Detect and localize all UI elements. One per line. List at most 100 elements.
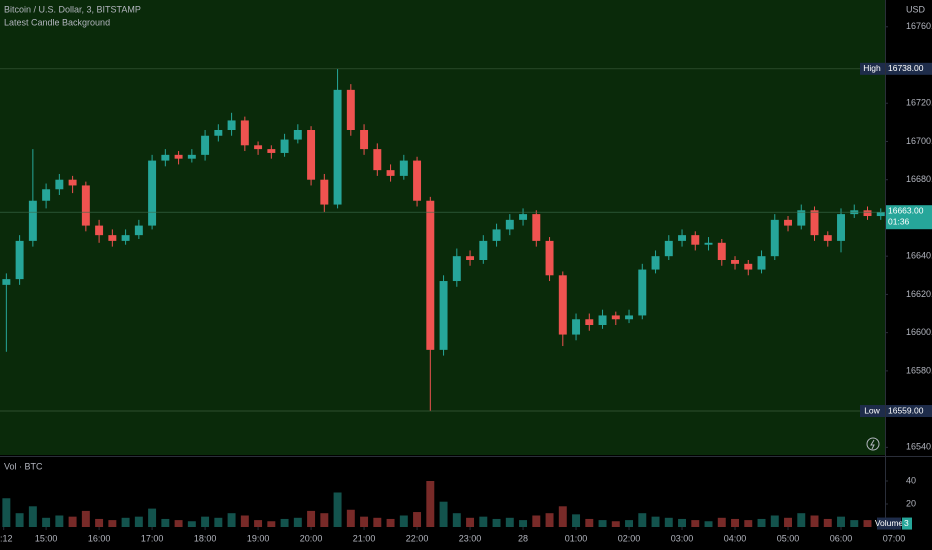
- x-tick-label: 18:00: [194, 533, 217, 543]
- candle-body: [95, 225, 104, 236]
- x-tick-label: 01:00: [565, 533, 588, 543]
- candle-body: [426, 200, 435, 350]
- volume-bar: [254, 520, 263, 527]
- volume-bar: [2, 498, 11, 527]
- y-tick-label: 16640.00: [906, 251, 932, 261]
- y-axis-label: USD: [906, 4, 926, 14]
- volume-bar: [280, 518, 289, 527]
- volume-y-tick-label: 20: [906, 498, 916, 508]
- volume-bar: [558, 506, 567, 527]
- candle-body: [81, 185, 90, 226]
- volume-bar: [770, 515, 779, 527]
- candle-body: [15, 240, 24, 280]
- replay-icon[interactable]: [866, 437, 880, 451]
- candle-body: [201, 135, 210, 155]
- volume-bar: [545, 513, 554, 527]
- volume-bar: [68, 516, 77, 527]
- volume-bar: [731, 518, 740, 527]
- volume-bar: [717, 517, 726, 527]
- volume-bar: [399, 515, 408, 527]
- candle-body: [598, 315, 607, 325]
- candle-body: [863, 210, 872, 217]
- volume-tag-value: 3: [904, 518, 909, 528]
- y-tick-label: 16620.00: [906, 289, 932, 299]
- candle-body: [134, 225, 143, 236]
- candle-body: [280, 139, 289, 153]
- y-tick-label: 16760.00: [906, 21, 932, 31]
- candle-body: [373, 149, 382, 171]
- volume-bar: [42, 517, 51, 527]
- candle-body: [558, 275, 567, 335]
- last-price-value: 16663.00: [888, 205, 924, 215]
- candle-body: [452, 256, 461, 282]
- x-tick-label: 06:00: [830, 533, 853, 543]
- candle-body: [346, 89, 355, 130]
- volume-bar: [187, 521, 196, 527]
- candle-body: [187, 154, 196, 159]
- x-tick-label: 19:00: [247, 533, 270, 543]
- volume-bar: [837, 516, 845, 527]
- volume-bar: [174, 520, 183, 527]
- candle-body: [770, 219, 779, 257]
- candle-body: [585, 319, 594, 325]
- volume-bar: [214, 517, 223, 527]
- candle-body: [254, 145, 263, 150]
- price-tag-label: Low: [864, 405, 880, 415]
- replay-icon-bolt: [870, 439, 875, 450]
- y-tick-label: 16720.00: [906, 98, 932, 108]
- x-tick-label: 16:00: [88, 533, 111, 543]
- price-tag-value: 16738.00: [888, 63, 924, 73]
- volume-bar: [585, 518, 594, 527]
- volume-bar: [625, 520, 634, 527]
- volume-bar: [426, 481, 435, 527]
- volume-bar: [439, 501, 448, 527]
- chart-title: Bitcoin / U.S. Dollar, 3, BITSTAMP: [4, 4, 141, 14]
- volume-bar: [307, 510, 316, 527]
- x-tick-label: 07:00: [883, 533, 906, 543]
- volume-bar: [55, 515, 64, 527]
- volume-title: Vol · BTC: [4, 461, 43, 471]
- volume-bar: [611, 521, 620, 527]
- candle-body: [545, 240, 554, 276]
- candle-body: [691, 235, 700, 245]
- candle-body: [399, 160, 408, 176]
- candle-body: [214, 130, 223, 136]
- volume-bar: [320, 513, 329, 527]
- y-tick-label: 16580.00: [906, 365, 932, 375]
- candle-body: [386, 170, 395, 176]
- y-tick-label: 16700.00: [906, 136, 932, 146]
- x-tick-label: 20:00: [300, 533, 323, 543]
- x-tick-label: 21:00: [353, 533, 376, 543]
- volume-bar: [95, 518, 104, 527]
- volume-bar: [28, 506, 37, 527]
- volume-bar: [572, 514, 581, 527]
- volume-bar: [333, 492, 342, 527]
- chart-subtitle: Latest Candle Background: [4, 17, 110, 27]
- candle-body: [55, 179, 64, 190]
- candle-body: [2, 279, 11, 285]
- candle-body: [744, 263, 753, 270]
- volume-bar: [704, 521, 713, 527]
- candle-body: [240, 120, 249, 146]
- candle-body: [810, 210, 819, 236]
- candle-body: [704, 242, 713, 245]
- volume-bar: [240, 515, 249, 527]
- volume-bar: [479, 516, 488, 527]
- candle-body: [625, 315, 634, 320]
- x-tick-label: 28: [518, 533, 528, 543]
- volume-bar: [757, 518, 766, 527]
- candle-body: [479, 240, 488, 260]
- candle-body: [611, 315, 620, 320]
- x-tick-label: 22:00: [406, 533, 429, 543]
- candle-body: [797, 210, 806, 226]
- candle-body: [532, 214, 541, 241]
- volume-bar: [797, 513, 806, 527]
- candle-body: [161, 154, 170, 161]
- candle-body: [505, 219, 514, 230]
- candle-body: [307, 130, 316, 180]
- y-tick-label: 16540.00: [906, 442, 932, 452]
- volume-bar: [15, 513, 24, 527]
- volume-tag-label: Volume: [875, 518, 904, 528]
- volume-bar: [823, 518, 832, 527]
